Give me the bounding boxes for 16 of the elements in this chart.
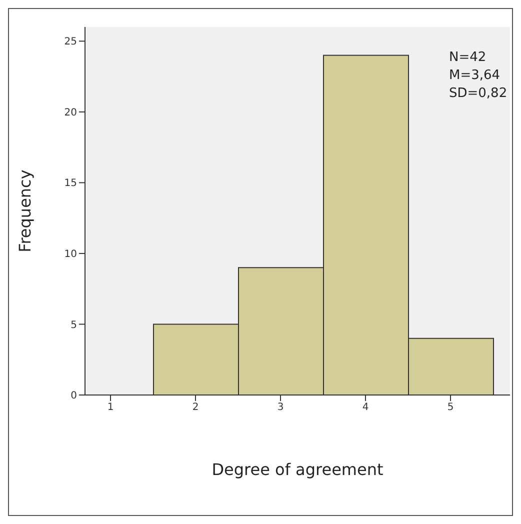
y-axis-title: Frequency	[16, 170, 35, 252]
x-tick-label: 2	[192, 402, 199, 414]
annotation: M=3,64	[449, 67, 502, 85]
x-tick-label: 1	[107, 402, 114, 414]
y-tick-label: 15	[64, 178, 77, 190]
annotation: N=42	[449, 49, 488, 67]
x-tick-label: 3	[277, 402, 284, 414]
y-tick-label: 0	[70, 390, 77, 402]
y-tick-label: 10	[64, 249, 77, 260]
y-tick-label: 20	[64, 107, 77, 118]
annotation: SD=0,82	[449, 85, 508, 103]
x-tick-label: 4	[362, 402, 369, 414]
y-tick-label: 25	[64, 36, 77, 48]
x-axis-title: Degree of agreement	[212, 460, 384, 479]
y-tick-label: 5	[70, 320, 77, 331]
x-tick-label: 5	[447, 402, 454, 414]
